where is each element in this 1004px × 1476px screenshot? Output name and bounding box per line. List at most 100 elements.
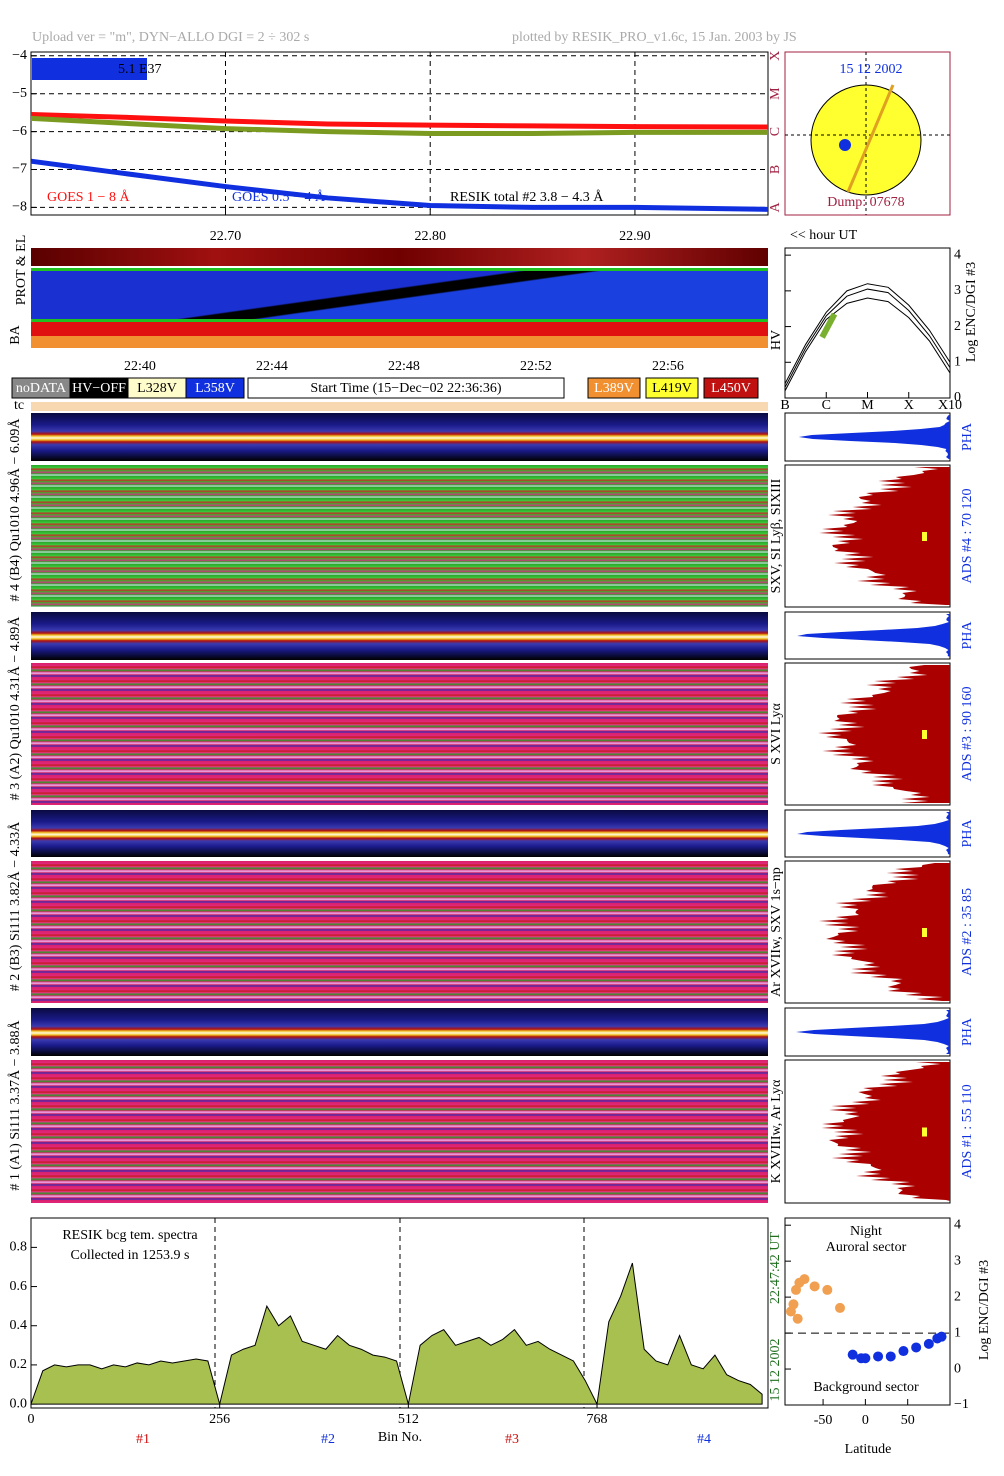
ads-spectrogram	[31, 861, 768, 1003]
scatter-point	[898, 1346, 909, 1357]
scatter-point	[847, 1349, 858, 1360]
pha-spectrogram	[31, 1008, 768, 1056]
scatter-point	[809, 1281, 820, 1292]
y-tick-label: −5	[12, 86, 27, 101]
x-tick-label: B	[780, 398, 789, 413]
x-axis-title: Bin No.	[378, 1430, 422, 1445]
x-tick-label: 0	[862, 1413, 869, 1428]
pha-histogram	[797, 812, 950, 855]
side-label: 15 12 2002	[768, 1339, 783, 1402]
series-line	[30, 158, 769, 212]
y2-tick-label: X	[768, 51, 783, 61]
bar-decoration	[32, 58, 147, 80]
legend-box-label: L419V	[652, 381, 692, 396]
y-tick-label: −7	[12, 162, 27, 177]
header-right: plotted by RESIK_PRO_v1.6c, 15 Jan. 2003…	[512, 30, 797, 45]
x-tick-label: 22.90	[619, 229, 651, 244]
y-tick-label: −1	[954, 1397, 969, 1412]
plot-frame	[30, 1217, 769, 1409]
ads-spectrogram	[31, 663, 768, 805]
legend-box-label: HV−OFF	[72, 381, 126, 396]
ads-histogram	[821, 1062, 950, 1201]
y-tick-label: −4	[12, 48, 27, 63]
disk-dump: Dump: 07678	[827, 195, 904, 210]
channel-pha: PHA	[960, 422, 975, 451]
y-tick-label: 0.8	[10, 1240, 28, 1255]
flare-dot	[839, 139, 851, 151]
annotation: Background sector	[813, 1380, 919, 1395]
strip-label: HV	[769, 330, 784, 350]
plot-frame	[784, 1217, 951, 1406]
pha-histogram	[798, 415, 950, 459]
channel-label: # 1 (A1) Si111 3.37Å − 3.88Å	[7, 1020, 23, 1191]
x-tick-label: M	[861, 398, 874, 413]
x-tick-label: C	[822, 398, 831, 413]
legend-box	[587, 377, 641, 399]
scatter-point	[873, 1351, 884, 1362]
scatter-point	[885, 1351, 896, 1362]
hour-label: << hour UT	[790, 228, 858, 243]
y-tick-label: 0	[954, 1361, 961, 1376]
header-left: Upload ver = "m", DYN−ALLO DGI = 2 ÷ 302…	[32, 30, 309, 45]
x-tick-label: 512	[398, 1412, 419, 1427]
time-tick-label: 22:40	[124, 359, 156, 374]
section-label: #4	[697, 1432, 711, 1447]
y-axis-title: Log ENC/DGI #3	[977, 1260, 992, 1360]
legend-label: RESIK total #2 3.8 − 4.3 Å	[450, 189, 604, 205]
strip-label: PROT & EL	[14, 235, 29, 306]
channel-label: # 3 (A2) Qu1010 4.31Å − 4.89Å	[7, 616, 23, 801]
legend-box-label: L389V	[594, 381, 634, 396]
disk-frame	[784, 51, 951, 216]
y-tick-label: 3	[954, 283, 961, 298]
y-tick-label: 0.2	[10, 1357, 28, 1372]
prot-strip	[31, 248, 768, 266]
ads-histogram	[818, 863, 950, 1001]
annotation: Collected in 1253.9 s	[71, 1248, 190, 1263]
legend-box	[645, 377, 699, 399]
y-tick-label: 4	[954, 1217, 961, 1232]
strip-label: BA	[8, 324, 23, 344]
annotation: RESIK bcg tem. spectra	[62, 1228, 198, 1243]
scatter-point	[799, 1274, 810, 1285]
y-axis-title: Log ENC/DGI #3	[964, 262, 979, 362]
y-tick-label: 0.0	[10, 1396, 28, 1411]
series-line	[30, 112, 769, 130]
x-tick-label: X	[904, 398, 914, 413]
scatter-point	[822, 1284, 833, 1295]
scatter-point	[936, 1331, 947, 1342]
legend-label: GOES 1 − 8 Å	[47, 189, 130, 205]
y-tick-label: 0.6	[10, 1279, 28, 1294]
series-line	[784, 297, 951, 392]
x-tick-label: 22.80	[414, 229, 446, 244]
legend-box-label: noDATA	[16, 381, 67, 396]
tc-strip	[31, 402, 768, 411]
legend-box-label: L358V	[195, 381, 235, 396]
ads-spectrogram	[31, 1060, 768, 1203]
time-tick-label: 22:48	[388, 359, 420, 374]
series-line	[30, 115, 768, 136]
y-tick-label: 1	[954, 355, 961, 370]
x-tick-label: 256	[209, 1412, 230, 1427]
y-tick-label: 0.4	[10, 1318, 28, 1333]
plot-frame	[784, 247, 951, 399]
y-tick-label: 3	[954, 1253, 961, 1268]
scatter-point	[788, 1299, 799, 1310]
x-tick-label: -50	[814, 1413, 833, 1428]
annotation: Auroral sector	[826, 1240, 907, 1255]
x-tick-label: 50	[901, 1413, 915, 1428]
time-tick-label: 22:56	[652, 359, 684, 374]
channel-lines: K XVIIIw, Ar Lyα	[769, 1079, 784, 1183]
section-label: #3	[505, 1432, 519, 1447]
channel-pha: PHA	[960, 1017, 975, 1046]
x-tick-label: 0	[28, 1412, 35, 1427]
pha-histogram	[796, 1010, 950, 1054]
scatter-point	[835, 1302, 845, 1313]
y-tick-label: 1	[954, 1325, 961, 1340]
channel-pha: PHA	[960, 621, 975, 650]
legend-box-label: L450V	[711, 381, 751, 396]
strip-label: tc	[14, 398, 24, 413]
channel-label: # 2 (B3) Si111 3.82Å − 4.33Å	[7, 821, 23, 991]
channel-lines: S XVI Lyα	[769, 702, 784, 764]
